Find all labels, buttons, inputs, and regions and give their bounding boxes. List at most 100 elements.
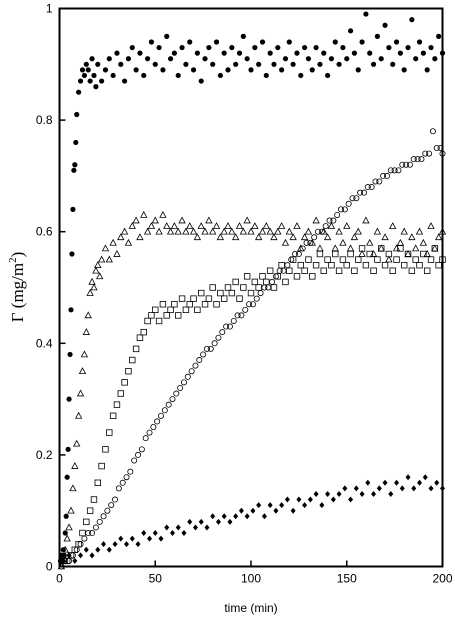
data-point [224,284,232,291]
data-point [331,244,339,252]
data-point [250,507,256,514]
data-point [113,249,121,257]
data-point [373,227,382,235]
data-point [293,273,301,280]
data-point [124,541,130,548]
data-point [324,256,331,263]
data-point [289,256,297,263]
data-point [360,189,367,196]
data-point [174,227,182,235]
data-point [355,256,362,263]
data-point [92,524,99,531]
data-point [364,184,371,191]
data-point [366,250,373,258]
data-point [399,161,406,168]
data-point [427,256,435,263]
data-point [391,167,398,174]
data-point [113,401,121,408]
data-point [355,67,361,73]
data-point [175,312,182,319]
data-point [403,161,410,168]
data-point [300,233,309,241]
data-point [408,267,416,274]
data-point [124,238,133,246]
data-point [249,301,256,308]
data-point [147,535,153,542]
data-point [297,244,305,252]
data-point [89,530,96,537]
data-point [92,266,100,274]
data-point [316,250,324,258]
data-point [408,233,416,241]
data-point [166,227,175,235]
x-axis-title: time (min) [224,601,277,615]
data-point [270,284,278,291]
data-point [98,462,105,470]
data-point [144,317,151,325]
data-point [319,502,325,509]
data-point [327,222,336,229]
data-point [282,278,289,286]
data-point [95,61,101,67]
data-point [304,227,313,235]
data-point [76,389,85,397]
data-point [439,256,446,263]
data-point [167,306,174,314]
data-point [141,72,147,79]
data-point [228,289,236,297]
data-point [68,307,74,313]
data-point [175,524,181,531]
data-point [320,267,327,274]
data-point [315,228,322,235]
data-point [69,484,77,492]
data-point [288,256,295,263]
data-point [252,44,258,51]
data-point [209,227,217,235]
data-point [155,317,163,325]
y-axis-title-main: Γ (mg/m [8,263,27,322]
series-open-circle [58,128,446,570]
data-point [64,474,70,480]
data-point [338,206,345,213]
data-point [267,50,273,56]
data-point [106,429,113,436]
svg-text:Γ (mg/m2): Γ (mg/m2) [7,252,27,323]
data-point [258,227,267,235]
data-point [198,78,204,84]
data-point [163,312,170,319]
data-point [229,44,235,51]
data-point [159,301,167,308]
data-point [316,244,324,252]
data-point [66,396,72,402]
data-point [147,222,156,229]
data-point [192,524,198,531]
data-point [383,172,390,179]
data-point [423,267,431,274]
series-filled-diamond [60,474,445,564]
data-point [440,485,445,492]
data-point [89,552,95,559]
data-point [305,256,312,263]
data-point [279,502,285,509]
data-point [63,513,69,519]
data-point [301,267,308,274]
data-point [157,412,164,419]
data-point [259,273,266,280]
data-point [266,227,274,235]
data-point [146,429,153,436]
data-point [90,283,98,291]
data-point [263,278,270,286]
data-point [255,284,262,291]
data-point [397,50,403,56]
data-point [74,111,80,118]
data-point [325,490,331,497]
data-point [230,317,237,324]
data-point [335,267,343,274]
data-point [135,451,142,458]
data-point [359,490,365,497]
data-point [382,22,388,28]
data-point [358,245,366,252]
data-point [70,206,76,212]
data-point [205,295,213,302]
y-axis-title-superscript: 2 [7,257,19,263]
